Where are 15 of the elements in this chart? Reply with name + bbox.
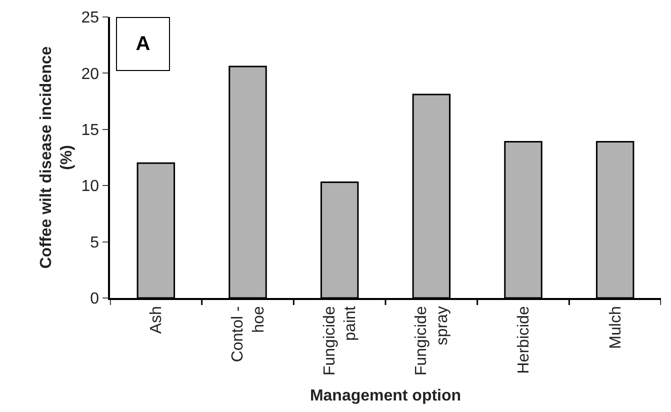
y-tick-label: 10 [81, 178, 100, 196]
x-tick-label: Herbicide [515, 306, 532, 374]
y-tick-label: 0 [90, 290, 100, 308]
annotation: A [136, 33, 150, 55]
y-axis-title: Coffee wilt disease incidence (%) [38, 46, 76, 269]
x-tick-label: Ash [148, 306, 166, 334]
y-tick-label: 25 [81, 10, 100, 27]
x-tick-label: Mulch [607, 306, 624, 349]
x-tick-label: Contol - hoe [230, 306, 268, 362]
y-tick-label: 15 [81, 122, 100, 139]
x-tick-label: Fungicide spray [413, 306, 452, 376]
y-tick-label: 20 [81, 66, 100, 83]
x-axis-title: Management option [310, 388, 462, 405]
x-tick-label: Fungicide paint [321, 306, 360, 376]
y-tick-label: 5 [90, 234, 100, 252]
